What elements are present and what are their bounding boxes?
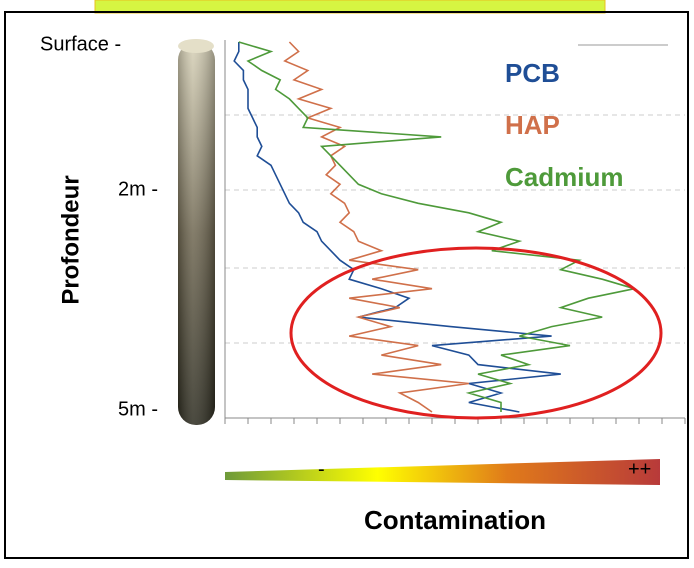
soil-top: [178, 39, 214, 53]
series-line: [283, 41, 469, 413]
depth-label: Surface -: [40, 33, 121, 55]
y-axis-label: Profondeur: [57, 175, 84, 304]
depth-label: 2m -: [118, 178, 158, 200]
scale-label: ++: [628, 458, 651, 480]
series-line: [238, 41, 635, 412]
legend-label: PCB: [505, 58, 560, 88]
contamination-scale: [225, 459, 660, 485]
legend-label: Cadmium: [505, 162, 623, 192]
soil-shade: [178, 42, 215, 425]
highlight-ellipse: [289, 246, 663, 420]
depth-label: 5m -: [118, 398, 158, 420]
chart-title: Contamination: [364, 505, 546, 535]
legend-label: HAP: [505, 110, 560, 140]
scale-label: -: [318, 458, 325, 480]
frame: [4, 11, 689, 559]
series-line: [233, 42, 561, 413]
